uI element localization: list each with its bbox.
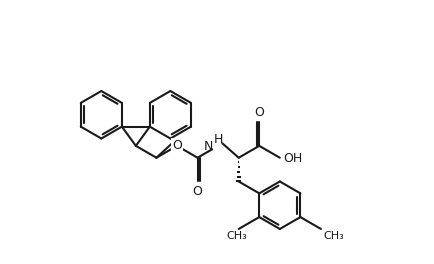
Text: N: N xyxy=(204,140,213,153)
Text: OH: OH xyxy=(283,152,302,165)
Text: O: O xyxy=(254,106,264,119)
Text: CH₃: CH₃ xyxy=(227,231,247,241)
Text: H: H xyxy=(214,133,223,146)
Text: O: O xyxy=(193,185,203,199)
Text: O: O xyxy=(172,139,182,152)
Text: CH₃: CH₃ xyxy=(323,231,344,241)
